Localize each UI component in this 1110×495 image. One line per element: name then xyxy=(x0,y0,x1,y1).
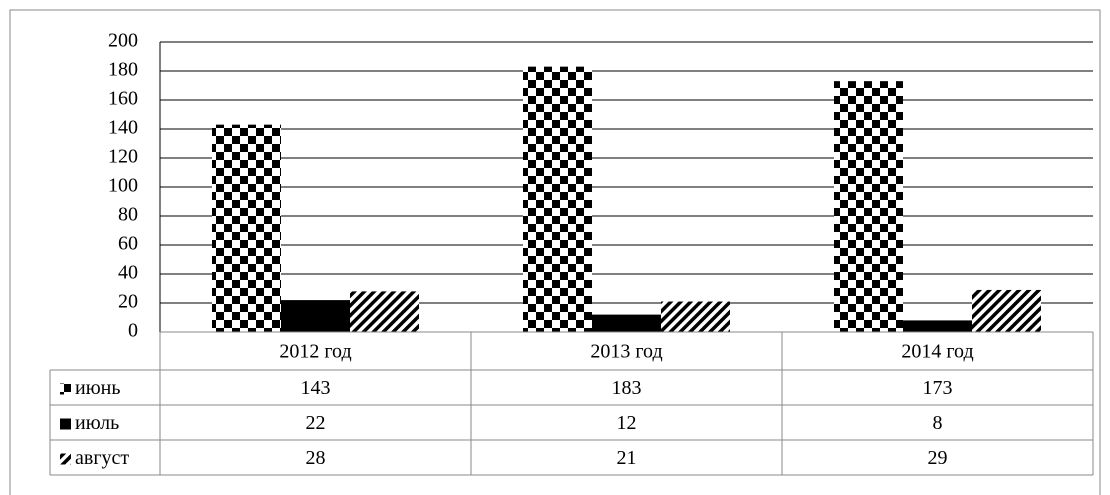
table-value: 183 xyxy=(612,377,642,399)
table-value: 21 xyxy=(617,447,637,469)
y-tick-label: 60 xyxy=(118,233,138,255)
table-header: 2014 год xyxy=(901,341,973,363)
bar xyxy=(592,314,661,332)
bar xyxy=(523,66,592,333)
legend-key xyxy=(60,418,71,430)
bar xyxy=(212,124,281,333)
table-value: 143 xyxy=(301,377,331,399)
legend-key xyxy=(60,383,71,395)
y-tick-label: 200 xyxy=(108,30,138,52)
chart-border xyxy=(9,9,1101,495)
bar xyxy=(281,300,350,332)
y-tick-label: 120 xyxy=(108,146,138,168)
legend-label: июль xyxy=(75,412,119,434)
bar xyxy=(972,289,1041,332)
legend-key xyxy=(60,453,71,465)
y-tick-label: 160 xyxy=(108,88,138,110)
bar xyxy=(903,320,972,332)
bar xyxy=(661,301,730,332)
table-value: 8 xyxy=(933,412,943,434)
table-value: 22 xyxy=(306,412,326,434)
y-tick-label: 0 xyxy=(128,320,138,342)
bar xyxy=(350,291,419,332)
table-value: 28 xyxy=(306,447,326,469)
legend-label: август xyxy=(75,447,129,469)
table-header: 2013 год xyxy=(590,341,662,363)
legend-label: июнь xyxy=(75,377,120,399)
y-tick-label: 140 xyxy=(108,117,138,139)
y-tick-label: 80 xyxy=(118,204,138,226)
table-value: 12 xyxy=(617,412,637,434)
y-tick-label: 40 xyxy=(118,262,138,284)
y-tick-label: 100 xyxy=(108,175,138,197)
table-value: 29 xyxy=(928,447,948,469)
y-tick-label: 20 xyxy=(118,291,138,313)
y-tick-label: 180 xyxy=(108,59,138,81)
bar xyxy=(834,81,903,333)
table-header: 2012 год xyxy=(279,341,351,363)
table-value: 173 xyxy=(923,377,953,399)
